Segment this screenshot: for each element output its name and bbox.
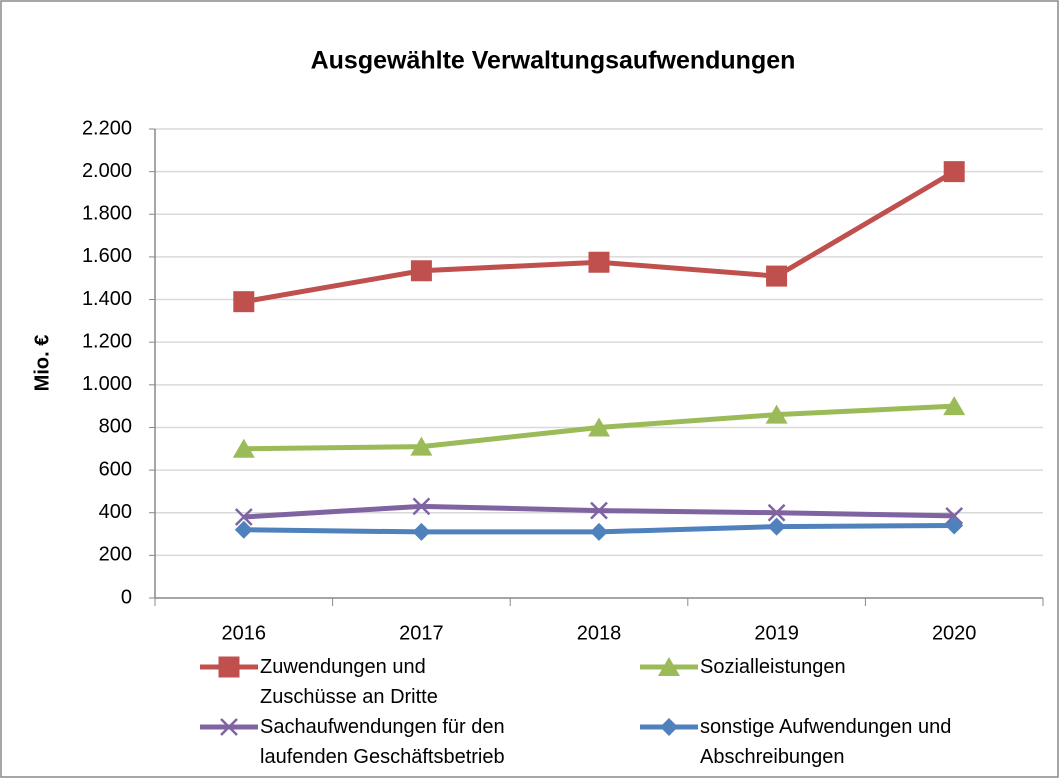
- marker: [410, 436, 433, 456]
- x-tick-label: 2016: [222, 622, 267, 644]
- marker: [232, 438, 255, 458]
- marker: [943, 161, 965, 183]
- marker: [945, 507, 964, 525]
- legend-label: Zuwendungen und Zuschüsse an Dritte: [260, 656, 438, 708]
- legend-label: sonstige Aufwendungen und Abschreibungen: [700, 716, 952, 768]
- marker: [765, 404, 788, 424]
- y-axis-label: Mio. €: [31, 335, 53, 392]
- marker: [590, 522, 608, 541]
- marker: [234, 508, 253, 526]
- y-tick-label: 1.800: [82, 203, 132, 225]
- marker: [588, 417, 610, 437]
- y-tick-label: 1.200: [82, 330, 132, 352]
- marker: [767, 503, 786, 522]
- y-tick-label: 1.000: [82, 373, 132, 395]
- y-tick-label: 200: [99, 544, 132, 566]
- marker: [945, 516, 964, 535]
- marker: [220, 718, 238, 736]
- marker: [412, 522, 431, 541]
- legend-label: Sozialleistungen: [700, 656, 846, 678]
- marker: [943, 396, 966, 416]
- marker: [590, 501, 608, 520]
- marker: [658, 657, 680, 676]
- x-tick-label: 2018: [577, 622, 622, 644]
- y-tick-label: 600: [99, 458, 132, 480]
- marker: [412, 497, 431, 516]
- y-tick-label: 2.000: [82, 160, 132, 182]
- marker: [234, 520, 253, 539]
- y-tick-label: 1.600: [82, 245, 132, 267]
- y-tick-label: 800: [99, 416, 132, 438]
- marker: [767, 517, 786, 536]
- y-tick-label: 2.200: [82, 117, 132, 139]
- marker: [766, 265, 788, 287]
- legend-label: Sachaufwendungen für den laufenden Gesch…: [260, 716, 505, 768]
- y-tick-label: 0: [121, 586, 132, 608]
- marker: [588, 251, 610, 273]
- marker: [410, 260, 432, 282]
- y-tick-label: 1.400: [82, 288, 132, 310]
- marker: [218, 656, 240, 678]
- chart-title: Ausgewählte Verwaltungsaufwendungen: [311, 47, 796, 75]
- marker: [233, 291, 255, 313]
- x-tick-label: 2019: [754, 622, 799, 644]
- x-tick-label: 2017: [399, 622, 444, 644]
- y-tick-label: 400: [99, 501, 132, 523]
- x-tick-label: 2020: [932, 622, 977, 644]
- marker: [660, 718, 678, 736]
